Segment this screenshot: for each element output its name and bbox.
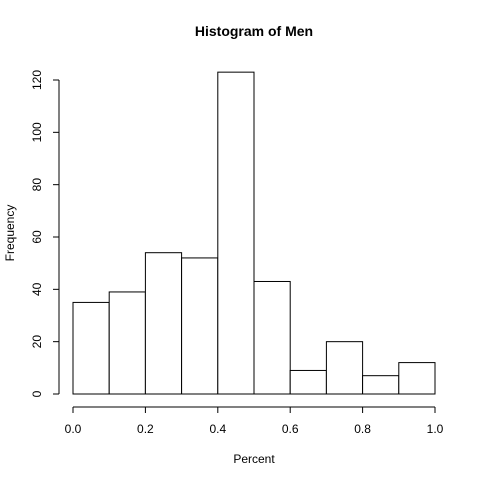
y-axis: 0 20 40 60 80 100 120 xyxy=(30,70,60,397)
x-tick-label: 0.2 xyxy=(137,422,154,436)
y-tick-label: 100 xyxy=(30,122,44,142)
x-axis: 0.0 0.2 0.4 0.6 0.8 1.0 xyxy=(65,406,444,436)
histogram-bar xyxy=(398,362,436,395)
histogram-bar xyxy=(144,252,183,395)
histogram-bar xyxy=(181,257,219,395)
histogram-bar xyxy=(325,341,364,395)
y-tick-label: 20 xyxy=(30,335,44,349)
y-tick-label: 80 xyxy=(30,178,44,192)
x-tick-label: 0.8 xyxy=(354,422,371,436)
histogram-bar xyxy=(362,375,400,395)
x-tick-label: 1.0 xyxy=(427,422,444,436)
chart-title: Histogram of Men xyxy=(195,23,313,39)
x-tick-label: 0.0 xyxy=(65,422,82,436)
y-tick-label: 60 xyxy=(30,230,44,244)
x-tick-label: 0.4 xyxy=(209,422,226,436)
x-axis-label: Percent xyxy=(233,452,275,466)
histogram-bar xyxy=(217,71,255,395)
histogram-bar xyxy=(72,301,110,395)
y-axis-label: Frequency xyxy=(3,205,17,262)
y-tick-label: 120 xyxy=(30,70,44,90)
histogram-bar xyxy=(253,280,291,395)
histogram-bar xyxy=(289,369,327,395)
y-tick-label: 40 xyxy=(30,282,44,296)
y-tick-label: 0 xyxy=(30,390,44,397)
bars-group xyxy=(72,71,436,395)
x-tick-label: 0.6 xyxy=(282,422,299,436)
histogram-bar xyxy=(108,291,146,395)
